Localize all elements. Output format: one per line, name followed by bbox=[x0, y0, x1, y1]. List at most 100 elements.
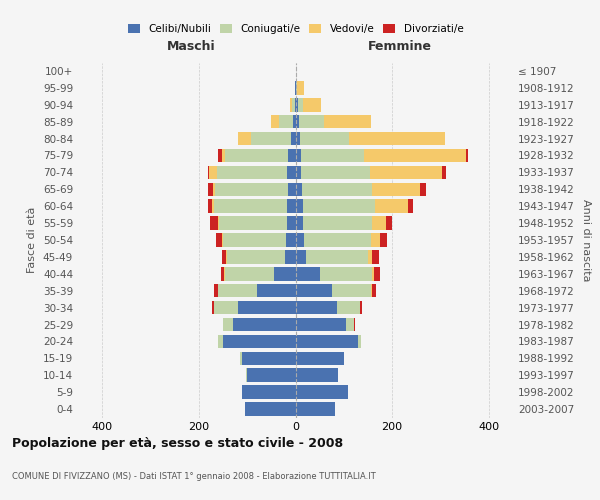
Bar bbox=[242, 386, 296, 399]
Bar bbox=[246, 368, 296, 382]
Bar bbox=[295, 81, 296, 94]
Bar bbox=[371, 284, 373, 298]
Bar bbox=[290, 98, 296, 112]
Bar bbox=[299, 115, 323, 128]
Bar bbox=[288, 148, 296, 162]
Bar bbox=[301, 132, 349, 145]
Bar bbox=[241, 352, 296, 365]
Bar bbox=[354, 318, 355, 332]
Bar bbox=[214, 200, 296, 213]
Text: Popolazione per età, sesso e stato civile - 2008: Popolazione per età, sesso e stato civil… bbox=[12, 438, 343, 450]
Bar bbox=[375, 200, 407, 213]
Text: COMUNE DI FIVIZZANO (MS) - Dati ISTAT 1° gennaio 2008 - Elaborazione TUTTITALIA.: COMUNE DI FIVIZZANO (MS) - Dati ISTAT 1°… bbox=[12, 472, 376, 481]
Bar bbox=[246, 368, 296, 382]
Bar bbox=[247, 368, 296, 382]
Bar bbox=[296, 216, 303, 230]
Bar bbox=[296, 318, 346, 332]
Bar bbox=[208, 182, 296, 196]
Bar bbox=[223, 318, 296, 332]
Bar bbox=[296, 166, 301, 179]
Bar bbox=[221, 148, 296, 162]
Bar bbox=[218, 148, 296, 162]
Bar bbox=[257, 284, 296, 298]
Bar bbox=[380, 233, 387, 247]
Bar bbox=[224, 267, 296, 280]
Bar bbox=[274, 267, 296, 280]
Bar bbox=[218, 284, 296, 298]
Bar bbox=[208, 166, 296, 179]
Bar bbox=[466, 148, 468, 162]
Bar bbox=[296, 352, 344, 365]
Bar bbox=[373, 216, 386, 230]
Bar bbox=[407, 200, 413, 213]
Bar bbox=[358, 334, 361, 348]
Bar bbox=[223, 318, 296, 332]
Bar bbox=[241, 352, 296, 365]
Legend: Celibi/Nubili, Coniugati/e, Vedovi/e, Divorziati/e: Celibi/Nubili, Coniugati/e, Vedovi/e, Di… bbox=[124, 20, 467, 38]
Bar bbox=[290, 98, 296, 112]
Bar bbox=[223, 233, 296, 247]
Bar bbox=[214, 301, 296, 314]
Y-axis label: Fasce di età: Fasce di età bbox=[28, 207, 37, 273]
Bar bbox=[296, 115, 299, 128]
Text: Femmine: Femmine bbox=[368, 40, 432, 53]
Bar bbox=[227, 250, 296, 264]
Bar bbox=[368, 250, 372, 264]
Bar bbox=[242, 386, 296, 399]
Bar bbox=[301, 148, 364, 162]
Bar bbox=[218, 216, 296, 230]
Bar bbox=[271, 115, 296, 128]
Text: Maschi: Maschi bbox=[167, 40, 215, 53]
Bar bbox=[373, 182, 420, 196]
Bar bbox=[298, 81, 304, 94]
Bar bbox=[371, 233, 380, 247]
Bar bbox=[295, 81, 296, 94]
Bar bbox=[296, 402, 335, 416]
Bar bbox=[216, 233, 296, 247]
Bar bbox=[242, 386, 296, 399]
Bar bbox=[298, 98, 303, 112]
Bar bbox=[245, 402, 296, 416]
Bar bbox=[337, 301, 360, 314]
Bar bbox=[420, 182, 425, 196]
Bar bbox=[245, 402, 296, 416]
Bar bbox=[214, 301, 296, 314]
Bar bbox=[238, 301, 296, 314]
Y-axis label: Anni di nascita: Anni di nascita bbox=[581, 198, 591, 281]
Bar bbox=[242, 352, 296, 365]
Bar bbox=[241, 352, 296, 365]
Bar bbox=[287, 200, 296, 213]
Bar bbox=[218, 334, 296, 348]
Bar bbox=[306, 250, 368, 264]
Bar bbox=[374, 267, 380, 280]
Bar bbox=[245, 402, 296, 416]
Bar bbox=[372, 250, 379, 264]
Bar bbox=[302, 182, 373, 196]
Bar bbox=[219, 216, 296, 230]
Bar bbox=[296, 200, 303, 213]
Bar bbox=[245, 402, 296, 416]
Bar bbox=[213, 182, 296, 196]
Bar bbox=[209, 166, 296, 179]
Bar bbox=[221, 233, 296, 247]
Bar bbox=[296, 267, 320, 280]
Bar bbox=[222, 250, 296, 264]
Bar bbox=[214, 284, 296, 298]
Bar bbox=[246, 368, 296, 382]
Bar bbox=[287, 216, 296, 230]
Bar bbox=[208, 200, 296, 213]
Bar bbox=[296, 148, 301, 162]
Bar bbox=[296, 250, 306, 264]
Bar bbox=[296, 132, 301, 145]
Bar bbox=[290, 132, 296, 145]
Bar bbox=[218, 334, 296, 348]
Bar bbox=[323, 115, 371, 128]
Bar bbox=[332, 284, 371, 298]
Bar bbox=[296, 182, 302, 196]
Bar bbox=[295, 81, 296, 94]
Bar bbox=[278, 115, 296, 128]
Bar bbox=[215, 182, 296, 196]
Bar bbox=[286, 233, 296, 247]
Bar bbox=[372, 267, 374, 280]
Bar bbox=[360, 301, 362, 314]
